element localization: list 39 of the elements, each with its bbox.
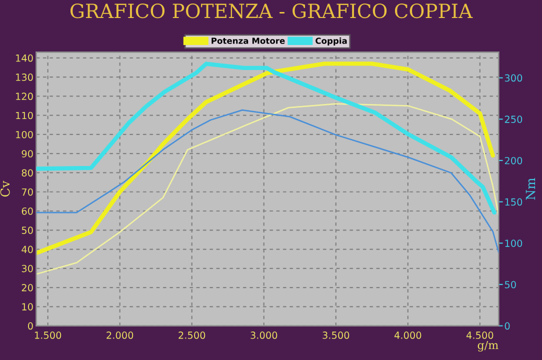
- legend-label: Potenza Motore: [212, 38, 285, 44]
- line-series: [36, 62, 496, 215]
- y-tick-label: 20: [22, 284, 33, 292]
- y-axis-title: Cv: [0, 180, 10, 197]
- y2-tick-label: 150: [505, 198, 522, 206]
- y-tick-label: 110: [16, 112, 33, 120]
- y-tick-label: 120: [16, 92, 33, 100]
- y2-tick-label: 50: [504, 280, 516, 288]
- chart-title: GRAFICO POTENZA - GRAFICO COPPIA: [70, 4, 473, 18]
- y2-axis-title: Nm: [526, 178, 536, 200]
- y2-tick-label: 300: [504, 74, 522, 82]
- line-series: [36, 103, 499, 275]
- y2-tick-label: 250: [504, 116, 522, 123]
- y-tick-label: 140: [16, 54, 33, 62]
- y-tick-label: 0: [28, 322, 33, 330]
- x-tick-label: 4.500: [466, 332, 494, 339]
- y-tick-label: 80: [22, 169, 33, 177]
- x-tick-label: 2.000: [106, 332, 134, 339]
- y-tick-label: 100: [16, 130, 33, 138]
- y2-tick-label: 200: [504, 156, 522, 164]
- x-tick-label: 1.500: [34, 332, 62, 339]
- x-tick-label: 2.500: [178, 332, 206, 339]
- legend-label: Coppia: [316, 37, 347, 46]
- y-tick-label: 10: [22, 303, 33, 310]
- y2-tick-label: 0: [504, 322, 510, 330]
- y2-tick-label: 100: [505, 240, 522, 247]
- x-tick-label: 3.500: [322, 332, 350, 339]
- y-tick-label: 130: [16, 74, 33, 81]
- line-series: [36, 109, 499, 253]
- y-tick-label: 90: [22, 150, 33, 158]
- x-tick-label: 4.000: [394, 332, 422, 339]
- x-tick-label: 3.000: [250, 332, 278, 339]
- x-axis-title: g/m: [478, 340, 498, 352]
- y-tick-label: 30: [22, 264, 33, 272]
- y-tick-label: 40: [22, 246, 33, 254]
- y-tick-label: 60: [22, 207, 33, 215]
- y-tick-label: 70: [22, 188, 33, 196]
- line-series: [36, 62, 495, 256]
- y-tick-label: 50: [22, 226, 33, 234]
